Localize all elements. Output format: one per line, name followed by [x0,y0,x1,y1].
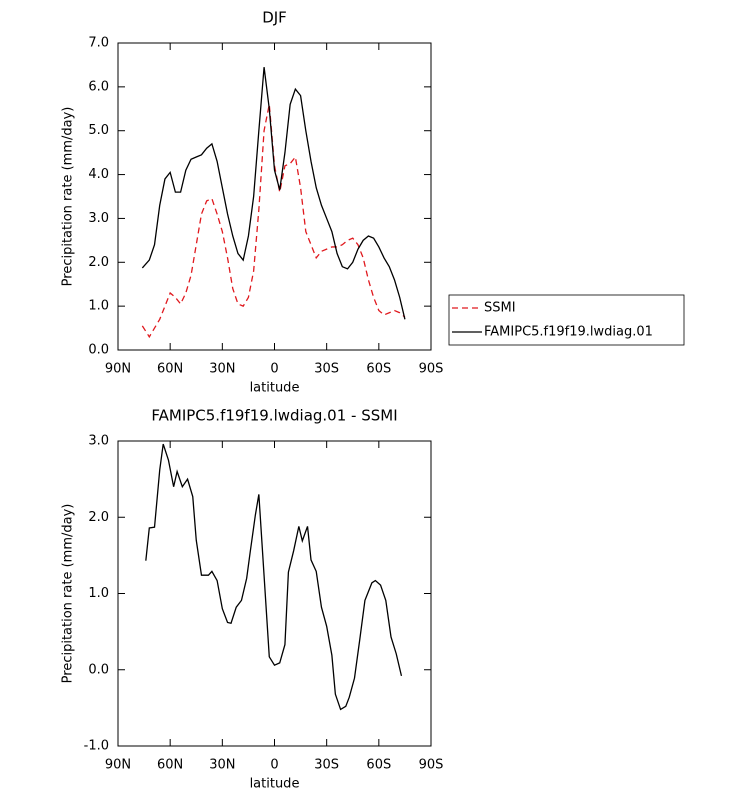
data-line [141,67,406,320]
y-tick-label: 7.0 [88,36,109,51]
y-tick-label: 5.0 [88,123,109,138]
x-tick-label: 90N [105,362,131,377]
x-tick-label: 30S [314,362,339,377]
x-tick-label: 60N [157,758,183,773]
y-tick-label: 4.0 [88,167,109,182]
y-tick-label: 0.0 [88,662,109,677]
y-tick-label: 0.0 [88,343,109,358]
y-tick-label: 1.0 [88,586,109,601]
y-tick-label: 2.0 [88,255,109,270]
data-line [141,104,406,339]
y-tick-label: 2.0 [88,510,109,525]
legend-label: SSMI [484,301,516,316]
y-axis-label: Precipitation rate (mm/day) [61,107,76,287]
legend-label: FAMIPC5.f19f19.lwdiag.01 [484,325,653,340]
x-tick-label: 30N [209,758,235,773]
x-tick-label: 30S [314,758,339,773]
x-tick-label: 30N [209,362,235,377]
legend-box [448,294,685,346]
x-tick-label: 0 [270,362,278,377]
y-tick-label: 1.0 [88,299,109,314]
x-tick-label: 90N [105,758,131,773]
y-axis-label: Precipitation rate (mm/day) [61,504,76,684]
x-tick-label: 0 [270,758,278,773]
y-tick-label: 6.0 [88,79,109,94]
y-tick-label: -1.0 [84,739,109,754]
x-tick-label: 90S [419,362,444,377]
y-tick-label: 3.0 [88,434,109,449]
x-axis-label: latitude [250,381,300,396]
x-tick-label: 60S [366,362,391,377]
x-tick-label: 60N [157,362,183,377]
data-line [145,443,403,711]
x-axis-label: latitude [250,777,300,792]
chart-title: FAMIPC5.f19f19.lwdiag.01 - SSMI [151,407,397,425]
y-tick-label: 3.0 [88,211,109,226]
plot-frame [117,42,432,351]
chart-title: DJF [262,9,287,27]
x-tick-label: 60S [366,758,391,773]
x-tick-label: 90S [419,758,444,773]
